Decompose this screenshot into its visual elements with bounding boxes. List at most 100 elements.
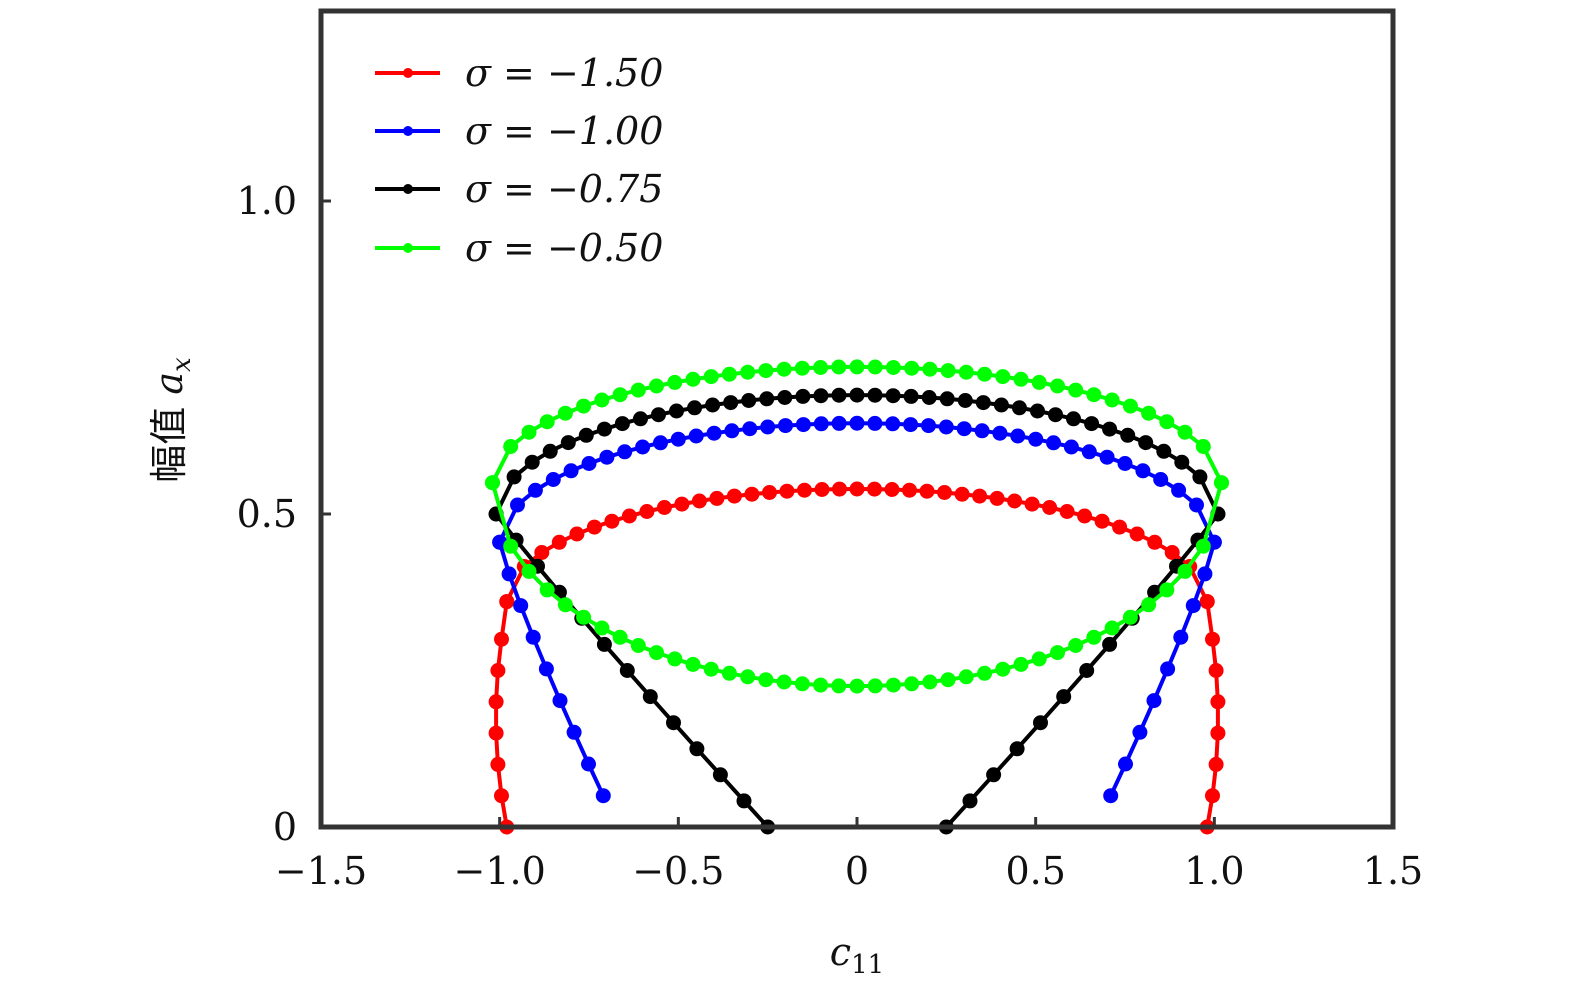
data-point	[1177, 424, 1193, 440]
legend-marker	[403, 68, 413, 78]
data-point	[706, 425, 722, 441]
data-point	[903, 417, 919, 433]
data-point	[569, 526, 585, 542]
data-point	[903, 388, 919, 404]
data-point	[619, 663, 635, 678]
data-point	[586, 519, 602, 535]
data-point	[538, 661, 554, 677]
legend-marker	[403, 184, 413, 194]
data-point	[494, 631, 509, 647]
x-tick-label: 1.5	[1363, 849, 1423, 893]
data-point	[642, 689, 658, 705]
data-point	[581, 756, 596, 772]
data-point	[1063, 439, 1079, 455]
data-point	[1147, 534, 1163, 550]
data-point	[760, 419, 776, 435]
data-point	[831, 415, 847, 431]
data-point	[1195, 439, 1211, 454]
data-point	[922, 674, 938, 690]
data-point	[1104, 392, 1120, 408]
data-point	[612, 387, 628, 403]
data-point	[758, 363, 774, 379]
data-point	[563, 463, 579, 479]
data-point	[884, 482, 900, 497]
data-point	[741, 393, 757, 408]
data-point	[539, 582, 555, 598]
data-point	[639, 504, 655, 519]
data-point	[545, 472, 561, 487]
legend-marker	[403, 126, 413, 136]
data-point	[1132, 724, 1148, 740]
ticks-layer: −1.5 −1.0 −0.5 0 0.5 1.0 1.5 0 0.5 1.0	[237, 179, 1424, 893]
data-point	[685, 656, 701, 672]
data-point	[759, 391, 775, 407]
data-point	[501, 566, 517, 582]
data-point	[940, 363, 956, 379]
data-point	[956, 421, 972, 437]
data-point	[849, 415, 865, 431]
data-point	[539, 414, 555, 430]
data-point	[490, 663, 506, 678]
data-point	[1214, 475, 1229, 491]
data-point	[669, 403, 684, 419]
data-point	[831, 359, 847, 375]
data-point	[723, 395, 739, 411]
data-point	[977, 366, 993, 382]
data-point	[937, 485, 952, 500]
data-point	[779, 483, 795, 499]
data-point	[1171, 482, 1187, 498]
data-point	[670, 431, 686, 447]
data-point	[1050, 645, 1065, 661]
data-point	[649, 645, 664, 661]
data-point	[849, 481, 865, 497]
data-point	[1056, 689, 1072, 705]
data-point	[488, 725, 504, 741]
data-point	[630, 638, 646, 653]
data-point	[758, 672, 774, 688]
data-point	[1099, 449, 1115, 465]
data-point	[721, 665, 737, 681]
data-point	[1159, 582, 1175, 598]
data-point	[578, 427, 594, 443]
data-point	[1173, 629, 1189, 645]
data-point	[599, 449, 615, 465]
data-point	[506, 469, 522, 485]
data-point	[691, 493, 707, 509]
data-point	[995, 661, 1011, 677]
data-point	[962, 793, 978, 809]
data-point	[813, 677, 829, 693]
data-point	[1159, 414, 1175, 430]
data-point	[977, 665, 993, 681]
data-point	[510, 497, 525, 513]
data-point	[721, 366, 737, 382]
data-point	[995, 369, 1011, 385]
data-point	[1122, 398, 1138, 414]
data-point	[1013, 656, 1029, 672]
data-point	[1086, 629, 1102, 645]
x-tick-label: −1.5	[275, 849, 367, 893]
legend-label: σ = −1.50	[465, 51, 663, 95]
data-point	[595, 788, 611, 804]
legend-label: σ = −0.50	[465, 226, 663, 270]
data-point	[814, 482, 830, 497]
data-point	[1120, 427, 1136, 443]
data-point	[831, 387, 847, 403]
data-point	[885, 416, 901, 432]
data-point	[939, 391, 955, 407]
data-point	[485, 475, 500, 491]
data-point	[795, 417, 811, 433]
data-point	[813, 360, 829, 375]
series-line	[505, 486, 1209, 603]
data-point	[1208, 663, 1224, 678]
data-point	[617, 444, 633, 460]
data-point	[581, 456, 597, 471]
data-point	[551, 534, 567, 550]
data-point	[534, 545, 550, 560]
data-point	[667, 374, 683, 390]
data-point	[656, 500, 672, 515]
data-point	[1141, 597, 1157, 613]
data-point	[1210, 725, 1226, 741]
data-point	[724, 423, 740, 439]
data-point	[594, 620, 610, 636]
